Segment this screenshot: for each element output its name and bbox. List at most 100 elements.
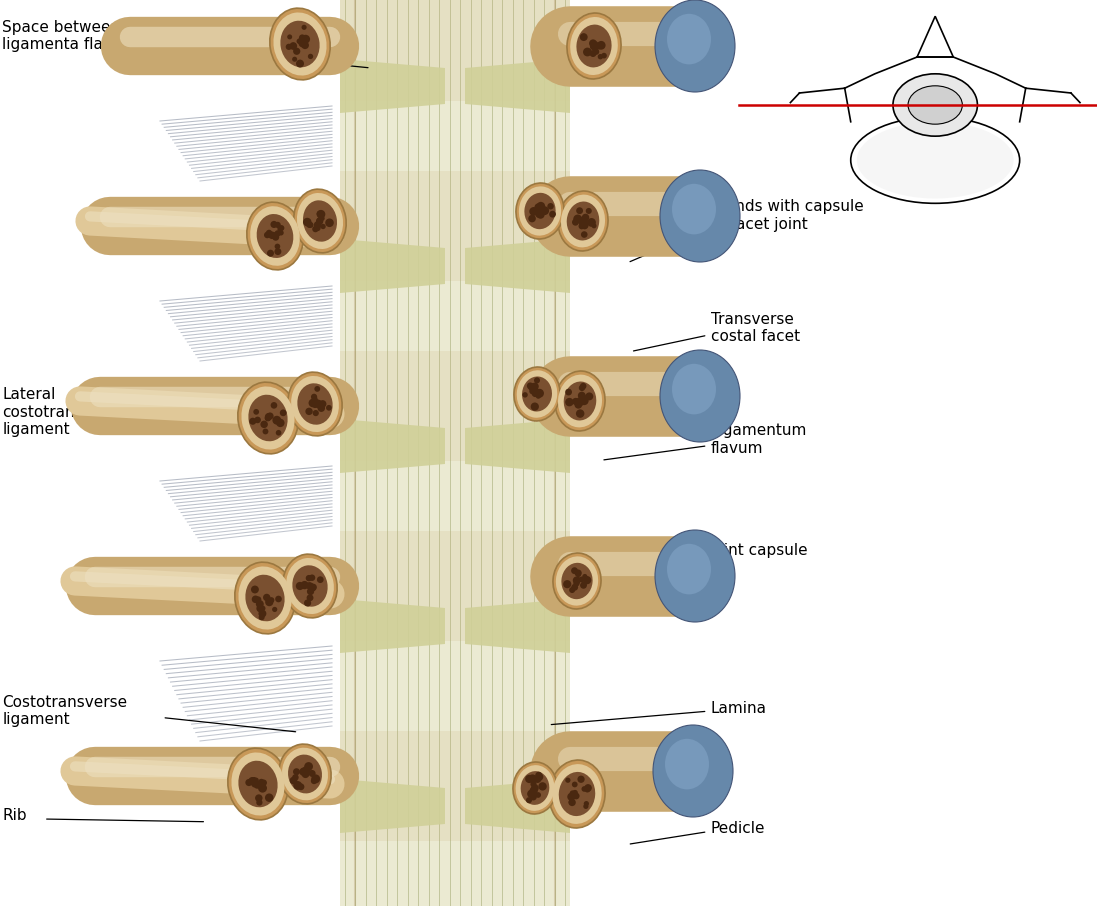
Circle shape [533, 390, 539, 396]
Circle shape [535, 772, 542, 778]
Circle shape [298, 37, 306, 45]
Circle shape [260, 779, 267, 786]
Ellipse shape [655, 530, 735, 622]
Circle shape [580, 34, 588, 41]
Circle shape [251, 585, 259, 593]
Ellipse shape [270, 8, 330, 80]
Circle shape [316, 217, 323, 224]
Polygon shape [465, 779, 570, 833]
Circle shape [319, 400, 327, 408]
Circle shape [298, 34, 306, 41]
Ellipse shape [303, 200, 337, 242]
Circle shape [278, 226, 283, 232]
Circle shape [308, 574, 315, 581]
Circle shape [596, 43, 602, 50]
Circle shape [271, 221, 278, 228]
Circle shape [550, 211, 556, 217]
Circle shape [293, 768, 299, 776]
Circle shape [525, 775, 533, 783]
Circle shape [306, 222, 313, 228]
Ellipse shape [516, 183, 564, 239]
Circle shape [532, 390, 539, 397]
Circle shape [259, 610, 267, 618]
Ellipse shape [672, 184, 716, 235]
Circle shape [296, 39, 302, 43]
Circle shape [583, 48, 591, 56]
Circle shape [581, 231, 588, 238]
Circle shape [302, 770, 309, 778]
Circle shape [312, 396, 318, 402]
Circle shape [279, 230, 284, 236]
Circle shape [587, 218, 596, 226]
Circle shape [591, 43, 597, 49]
Circle shape [573, 790, 578, 795]
Circle shape [307, 583, 314, 590]
Circle shape [251, 595, 259, 603]
Circle shape [535, 389, 544, 398]
Circle shape [579, 217, 588, 226]
Bar [340, 531, 570, 641]
Circle shape [315, 386, 320, 391]
Polygon shape [465, 59, 570, 113]
Circle shape [578, 391, 586, 400]
Text: Rib: Rib [2, 808, 26, 823]
Circle shape [569, 790, 576, 796]
Circle shape [583, 218, 588, 224]
Circle shape [580, 582, 587, 589]
Circle shape [531, 402, 539, 410]
Circle shape [249, 777, 258, 786]
Circle shape [301, 581, 308, 589]
Circle shape [290, 43, 297, 50]
Ellipse shape [248, 395, 287, 441]
Circle shape [265, 598, 273, 606]
Circle shape [565, 389, 572, 395]
Text: Lateral
costotransverse
ligament: Lateral costotransverse ligament [2, 388, 125, 437]
Circle shape [522, 392, 528, 398]
Circle shape [276, 419, 284, 427]
Circle shape [306, 583, 313, 588]
Circle shape [531, 387, 539, 394]
Ellipse shape [513, 762, 557, 814]
Circle shape [326, 405, 331, 410]
Circle shape [280, 410, 286, 416]
Circle shape [307, 222, 314, 228]
Circle shape [536, 208, 544, 216]
Circle shape [255, 417, 261, 423]
Circle shape [576, 410, 585, 418]
Circle shape [257, 799, 262, 805]
Circle shape [574, 581, 579, 586]
Circle shape [312, 775, 320, 784]
Ellipse shape [857, 121, 1014, 198]
Circle shape [528, 383, 535, 390]
Circle shape [314, 400, 321, 408]
Circle shape [579, 394, 587, 401]
Circle shape [272, 416, 281, 425]
Circle shape [307, 588, 314, 595]
Circle shape [535, 211, 542, 217]
Text: Transverse
costal facet: Transverse costal facet [711, 312, 800, 344]
Circle shape [258, 784, 267, 793]
Circle shape [539, 782, 546, 791]
Ellipse shape [567, 201, 599, 240]
Circle shape [310, 777, 317, 785]
Ellipse shape [235, 562, 295, 634]
Circle shape [310, 394, 317, 400]
Circle shape [317, 210, 325, 217]
Circle shape [275, 430, 282, 436]
Ellipse shape [292, 565, 328, 607]
Circle shape [253, 781, 261, 789]
Circle shape [529, 215, 535, 222]
Circle shape [315, 400, 323, 409]
Circle shape [265, 230, 272, 236]
Circle shape [601, 53, 607, 59]
Ellipse shape [250, 207, 299, 265]
Polygon shape [340, 779, 445, 833]
Circle shape [290, 776, 297, 785]
Circle shape [597, 41, 606, 50]
Circle shape [586, 392, 593, 400]
Circle shape [583, 576, 591, 584]
Circle shape [249, 418, 257, 425]
Circle shape [577, 398, 585, 406]
Circle shape [256, 600, 263, 608]
Ellipse shape [562, 563, 592, 599]
